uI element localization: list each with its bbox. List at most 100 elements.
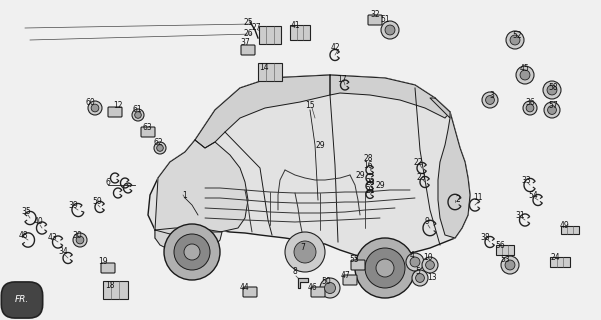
- Circle shape: [385, 25, 395, 35]
- Circle shape: [526, 104, 534, 112]
- Bar: [290, 25, 310, 39]
- Text: 29: 29: [375, 180, 385, 189]
- Circle shape: [157, 145, 163, 151]
- Text: FR.: FR.: [15, 295, 29, 305]
- Text: 2: 2: [456, 196, 460, 204]
- Circle shape: [520, 70, 530, 80]
- Circle shape: [547, 85, 557, 95]
- FancyBboxPatch shape: [343, 275, 357, 285]
- Text: 50: 50: [321, 277, 331, 286]
- Text: 21: 21: [365, 186, 375, 195]
- Circle shape: [506, 31, 524, 49]
- Circle shape: [544, 102, 560, 118]
- Text: 40: 40: [33, 218, 43, 227]
- Circle shape: [410, 257, 420, 267]
- Text: 34: 34: [58, 247, 68, 257]
- Text: 60: 60: [85, 98, 95, 107]
- Circle shape: [416, 274, 424, 283]
- Text: 54: 54: [528, 190, 538, 199]
- Text: 6: 6: [106, 178, 111, 187]
- Text: 38: 38: [480, 233, 490, 242]
- Text: 30: 30: [72, 230, 82, 239]
- Text: 12: 12: [113, 100, 123, 109]
- Circle shape: [88, 101, 102, 115]
- FancyBboxPatch shape: [101, 263, 115, 273]
- Circle shape: [482, 92, 498, 108]
- Polygon shape: [148, 75, 470, 258]
- Text: 61: 61: [132, 105, 142, 114]
- Polygon shape: [155, 228, 222, 252]
- Text: 49: 49: [560, 220, 570, 229]
- Text: 7: 7: [300, 244, 305, 252]
- Circle shape: [184, 244, 200, 260]
- Circle shape: [426, 260, 435, 269]
- Text: 43: 43: [47, 234, 57, 243]
- Text: 25: 25: [243, 18, 253, 27]
- Text: 31: 31: [515, 211, 525, 220]
- Circle shape: [135, 112, 141, 118]
- Polygon shape: [330, 75, 450, 118]
- Text: 17: 17: [337, 75, 347, 84]
- Text: 45: 45: [520, 63, 530, 73]
- FancyBboxPatch shape: [108, 107, 122, 117]
- FancyBboxPatch shape: [311, 287, 325, 297]
- Text: 8: 8: [293, 268, 297, 276]
- Circle shape: [422, 257, 438, 273]
- Text: 19: 19: [98, 258, 108, 267]
- Polygon shape: [195, 75, 330, 148]
- Text: 53: 53: [500, 255, 510, 265]
- Circle shape: [406, 253, 424, 271]
- Text: 59: 59: [92, 197, 102, 206]
- Text: 29: 29: [355, 171, 365, 180]
- FancyBboxPatch shape: [243, 287, 257, 297]
- FancyBboxPatch shape: [241, 45, 255, 55]
- Circle shape: [501, 256, 519, 274]
- Circle shape: [320, 278, 340, 298]
- Text: 39: 39: [68, 201, 78, 210]
- Text: 58: 58: [548, 83, 558, 92]
- Polygon shape: [155, 140, 248, 234]
- Circle shape: [285, 232, 325, 272]
- Text: 15: 15: [305, 100, 315, 109]
- Circle shape: [294, 241, 316, 263]
- Bar: [259, 26, 281, 44]
- Text: 57: 57: [548, 100, 558, 109]
- Circle shape: [381, 21, 399, 39]
- Circle shape: [412, 270, 428, 286]
- FancyBboxPatch shape: [368, 15, 382, 25]
- Text: 41: 41: [290, 20, 300, 29]
- Text: 51: 51: [380, 14, 390, 23]
- Text: 28: 28: [363, 154, 373, 163]
- Text: 32: 32: [370, 10, 380, 19]
- Text: 44: 44: [240, 283, 250, 292]
- Circle shape: [132, 109, 144, 121]
- Text: 5: 5: [415, 268, 421, 276]
- Circle shape: [516, 66, 534, 84]
- Circle shape: [154, 142, 166, 154]
- Text: 23: 23: [416, 172, 426, 181]
- Circle shape: [91, 104, 99, 112]
- Text: 20: 20: [365, 178, 375, 187]
- Text: 14: 14: [259, 62, 269, 71]
- Text: 56: 56: [495, 241, 505, 250]
- Circle shape: [523, 101, 537, 115]
- Text: 10: 10: [423, 253, 433, 262]
- Text: 47: 47: [341, 270, 351, 279]
- Text: 29: 29: [315, 140, 325, 149]
- Text: 37: 37: [240, 37, 250, 46]
- Polygon shape: [430, 98, 450, 118]
- Text: 13: 13: [427, 274, 437, 283]
- Bar: [550, 257, 570, 267]
- Bar: [103, 281, 127, 299]
- Text: 48: 48: [18, 230, 28, 239]
- Text: 1: 1: [183, 190, 188, 199]
- Circle shape: [174, 234, 210, 270]
- Text: 33: 33: [521, 175, 531, 185]
- Text: 16: 16: [363, 161, 373, 170]
- Circle shape: [365, 248, 405, 288]
- Circle shape: [73, 233, 87, 247]
- Circle shape: [164, 224, 220, 280]
- Bar: [561, 226, 579, 234]
- FancyBboxPatch shape: [141, 127, 155, 137]
- Text: 27: 27: [251, 22, 261, 31]
